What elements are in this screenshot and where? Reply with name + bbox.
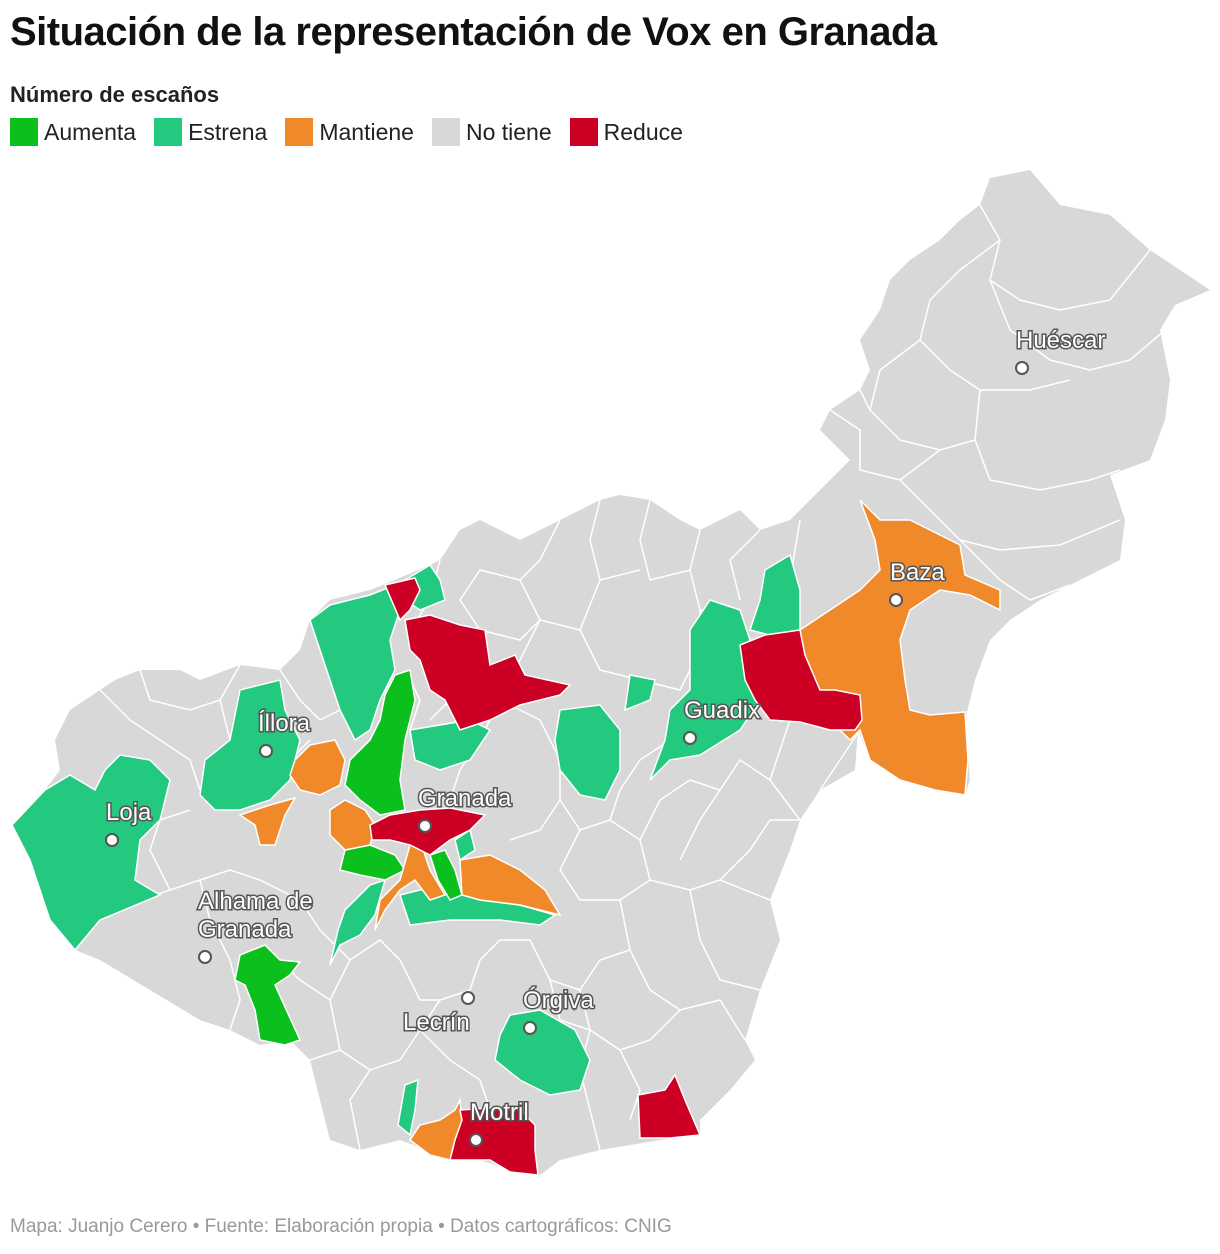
region-alhama-aumenta bbox=[234, 944, 302, 1046]
map-title: Situación de la representación de Vox en… bbox=[10, 10, 937, 54]
place-label-illora: Íllora bbox=[258, 710, 311, 737]
place-dot-loja bbox=[105, 833, 119, 847]
legend-label-mantiene: Mantiene bbox=[319, 118, 414, 145]
legend-item-estrena: Estrena bbox=[154, 118, 267, 146]
legend-item-mantiene: Mantiene bbox=[285, 118, 414, 146]
region-center-estrena bbox=[409, 719, 492, 771]
place-dot-illora bbox=[259, 744, 273, 758]
place-markers: Huéscar Baza Guadix Íllora Granada Loja … bbox=[105, 326, 1107, 1147]
place-label-alhama-line2: Granada bbox=[198, 916, 292, 943]
legend-title: Número de escaños bbox=[10, 82, 220, 107]
place-label-orgiva: Órgiva bbox=[523, 987, 594, 1014]
place-dot-baza bbox=[889, 593, 903, 607]
place-label-guadix: Guadix bbox=[684, 697, 760, 724]
place-dot-huescar bbox=[1015, 361, 1029, 375]
source-footer: Mapa: Juanjo Cerero • Fuente: Elaboració… bbox=[10, 1216, 672, 1237]
legend: Aumenta Estrena Mantiene No tiene Reduce bbox=[10, 118, 683, 146]
region-center-mantiene bbox=[374, 838, 447, 931]
legend-swatch-estrena bbox=[154, 118, 183, 146]
place-label-loja: Loja bbox=[106, 799, 152, 826]
region-coast-estrena bbox=[397, 1078, 419, 1137]
region-guadix-reduce bbox=[739, 629, 863, 731]
aumenta-regions bbox=[234, 669, 463, 1046]
place-label-alhama-line1: Alhama de bbox=[198, 888, 313, 915]
region-santafe-mantiene bbox=[289, 739, 346, 796]
place-label-motril: Motril bbox=[470, 1099, 529, 1126]
legend-label-reduce: Reduce bbox=[603, 118, 683, 145]
legend-item-aumenta: Aumenta bbox=[10, 118, 136, 146]
legend-swatch-reduce bbox=[569, 118, 598, 146]
region-east2-estrena bbox=[624, 674, 656, 712]
place-label-baza: Baza bbox=[890, 559, 945, 586]
region-sw1-mantiene bbox=[238, 796, 297, 846]
legend-swatch-aumenta bbox=[10, 118, 38, 146]
place-dot-motril bbox=[469, 1133, 483, 1147]
place-label-granada: Granada bbox=[418, 785, 512, 812]
region-se-mantiene bbox=[459, 854, 562, 917]
region-guadix-estrena bbox=[649, 599, 761, 781]
region-pinos-aumenta bbox=[344, 669, 416, 816]
place-dot-lecrin bbox=[461, 991, 475, 1005]
legend-label-aumenta: Aumenta bbox=[44, 118, 137, 145]
legend-label-no-tiene: No tiene bbox=[465, 118, 552, 145]
place-dot-granada bbox=[418, 819, 432, 833]
legend-swatch-no-tiene bbox=[431, 118, 460, 146]
place-dot-orgiva bbox=[523, 1021, 537, 1035]
region-loja-estrena bbox=[11, 754, 171, 952]
region-orgiva-estrena bbox=[494, 1009, 591, 1096]
region-east-coast-reduce bbox=[637, 1073, 702, 1139]
region-east-estrena bbox=[554, 704, 621, 801]
region-motril-reduce bbox=[449, 1107, 539, 1176]
estrena-regions bbox=[11, 553, 801, 1137]
place-label-lecrin: Lecrín bbox=[403, 1009, 470, 1036]
legend-item-no-tiene: No tiene bbox=[431, 118, 552, 146]
region-north-estrena bbox=[309, 583, 401, 742]
place-dot-guadix bbox=[683, 731, 697, 745]
region-iznalloz-reduce bbox=[404, 614, 572, 731]
region-illora-estrena bbox=[199, 679, 301, 811]
legend-item-reduce: Reduce bbox=[569, 118, 683, 146]
legend-label-estrena: Estrena bbox=[188, 118, 268, 145]
place-label-huescar: Huéscar bbox=[1016, 327, 1105, 354]
place-dot-alhama bbox=[198, 950, 212, 964]
legend-swatch-mantiene bbox=[285, 118, 314, 146]
region-sw-estrena bbox=[329, 878, 387, 966]
region-north-reduce bbox=[383, 577, 421, 622]
